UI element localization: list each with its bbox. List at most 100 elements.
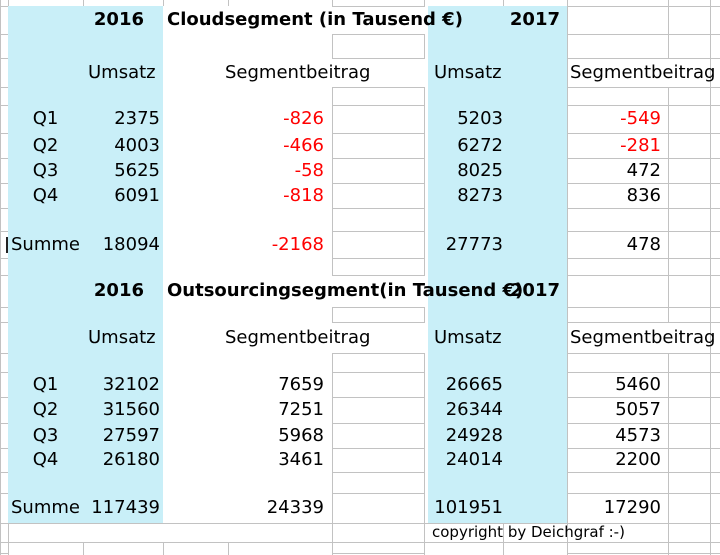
sum-umsatz-2016[interactable]: 18094	[102, 234, 160, 255]
cell-segment-2016[interactable]: 7659	[278, 374, 324, 395]
gridline	[163, 0, 164, 6]
cell-segment-2017[interactable]: 2200	[615, 449, 661, 470]
sum-row-label[interactable]: Summe	[11, 497, 80, 518]
row-label[interactable]: Q1	[32, 374, 59, 395]
cell-umsatz-2017[interactable]: 8273	[457, 185, 503, 206]
cell-umsatz-2016[interactable]: 27597	[102, 425, 160, 446]
cell-umsatz-2017[interactable]: 26665	[445, 374, 503, 395]
col-header-segment-2017-cloud[interactable]: Segmentbeitrag	[570, 62, 716, 83]
gridline	[567, 158, 720, 159]
cell-umsatz-2016[interactable]: 4003	[114, 135, 160, 156]
gridline	[332, 353, 425, 354]
gridline	[0, 423, 8, 424]
gridline	[567, 275, 720, 276]
gridline	[567, 87, 720, 88]
cell-umsatz-2016[interactable]: 31560	[102, 399, 160, 420]
gridline	[567, 34, 720, 35]
cell-segment-2017[interactable]: 5460	[615, 374, 661, 395]
cell-segment-2017[interactable]: -549	[620, 108, 661, 129]
col-header-umsatz-2017-outsourcing[interactable]: Umsatz	[434, 327, 502, 348]
gridline	[332, 372, 425, 373]
cell-segment-2017[interactable]: 4573	[615, 425, 661, 446]
sum-segment-2017[interactable]: 17290	[603, 497, 661, 518]
gridline	[332, 258, 425, 259]
gridline	[0, 472, 8, 473]
gridline	[228, 0, 229, 6]
gridline	[0, 448, 8, 449]
row-label[interactable]: Q4	[32, 449, 59, 470]
col-header-umsatz-2016-outsourcing[interactable]: Umsatz	[88, 327, 156, 348]
gridline	[0, 553, 8, 554]
gridline	[83, 542, 84, 555]
cell-umsatz-2017[interactable]: 5203	[457, 108, 503, 129]
cell-umsatz-2016[interactable]: 6091	[114, 185, 160, 206]
sum-segment-2016[interactable]: -2168	[271, 234, 324, 255]
col-header-segment-2017-outsourcing[interactable]: Segmentbeitrag	[570, 327, 716, 348]
cell-segment-2016[interactable]: -826	[283, 108, 324, 129]
cell-segment-2017[interactable]: 472	[626, 160, 661, 181]
cell-segment-2016[interactable]: -466	[283, 135, 324, 156]
gridline	[668, 353, 669, 555]
row-label[interactable]: Q3	[32, 160, 59, 181]
col-header-segment-2016-outsourcing[interactable]: Segmentbeitrag	[225, 327, 371, 348]
cell-umsatz-2017[interactable]: 8025	[457, 160, 503, 181]
row-label[interactable]: Q3	[32, 425, 59, 446]
gridline	[567, 353, 720, 354]
row-label[interactable]: Q2	[32, 135, 59, 156]
gridline	[0, 397, 8, 398]
sum-umsatz-2017[interactable]: 101951	[434, 497, 503, 518]
table-title-cloud[interactable]: Cloudsegment (in Tausend €)	[167, 9, 463, 30]
gridline	[0, 542, 720, 543]
col-header-segment-2016-cloud[interactable]: Segmentbeitrag	[225, 62, 371, 83]
cell-umsatz-2016[interactable]: 5625	[114, 160, 160, 181]
cell-umsatz-2017[interactable]: 24928	[445, 425, 503, 446]
gridline	[567, 493, 720, 494]
cell-segment-2016[interactable]: -818	[283, 185, 324, 206]
gridline	[668, 87, 669, 322]
cell-umsatz-2016[interactable]: 32102	[102, 374, 160, 395]
row-label[interactable]: Q4	[32, 185, 59, 206]
gridline	[0, 307, 8, 308]
sum-umsatz-2016[interactable]: 117439	[91, 497, 160, 518]
year-label-2017-cloud[interactable]: 2017	[509, 9, 560, 30]
cell-umsatz-2017[interactable]: 26344	[445, 399, 503, 420]
year-label-2016-cloud[interactable]: 2016	[93, 9, 144, 30]
gridline	[0, 523, 720, 524]
gridline	[567, 231, 720, 232]
col-header-umsatz-2016-cloud[interactable]: Umsatz	[88, 62, 156, 83]
cell-umsatz-2017[interactable]: 24014	[445, 449, 503, 470]
gridline	[332, 183, 425, 184]
gridline	[332, 6, 425, 7]
gridline	[567, 105, 720, 106]
cell-segment-2017[interactable]: 836	[626, 185, 661, 206]
sum-umsatz-2017[interactable]: 27773	[445, 234, 503, 255]
gridline	[0, 372, 8, 373]
row-label[interactable]: Q1	[32, 108, 59, 129]
sum-segment-2017[interactable]: 478	[626, 234, 661, 255]
cell-umsatz-2016[interactable]: 26180	[102, 449, 160, 470]
gridline	[0, 58, 8, 59]
gridline	[424, 0, 425, 6]
gridline	[424, 87, 425, 275]
row-label[interactable]: Q2	[32, 399, 59, 420]
year-label-2017-outsourcing[interactable]: 2017	[509, 280, 560, 301]
gridline	[567, 372, 720, 373]
gridline	[0, 87, 8, 88]
cell-segment-2016[interactable]: 5968	[278, 425, 324, 446]
cell-segment-2016[interactable]: -58	[294, 160, 324, 181]
gridline	[503, 0, 504, 6]
year-label-2016-outsourcing[interactable]: 2016	[93, 280, 144, 301]
cell-segment-2017[interactable]: 5057	[615, 399, 661, 420]
gridline	[332, 307, 425, 308]
gridline	[332, 397, 425, 398]
cell-umsatz-2017[interactable]: 6272	[457, 135, 503, 156]
gridline	[0, 183, 8, 184]
cell-umsatz-2016[interactable]: 2375	[114, 108, 160, 129]
cell-segment-2016[interactable]: 7251	[278, 399, 324, 420]
sum-row-label[interactable]: Summe	[11, 234, 80, 255]
col-header-umsatz-2017-cloud[interactable]: Umsatz	[434, 62, 502, 83]
cell-segment-2017[interactable]: -281	[620, 135, 661, 156]
cell-segment-2016[interactable]: 3461	[278, 449, 324, 470]
sum-segment-2016[interactable]: 24339	[266, 497, 324, 518]
table-title-outsourcing[interactable]: Outsourcingsegment(in Tausend €)	[167, 280, 524, 301]
